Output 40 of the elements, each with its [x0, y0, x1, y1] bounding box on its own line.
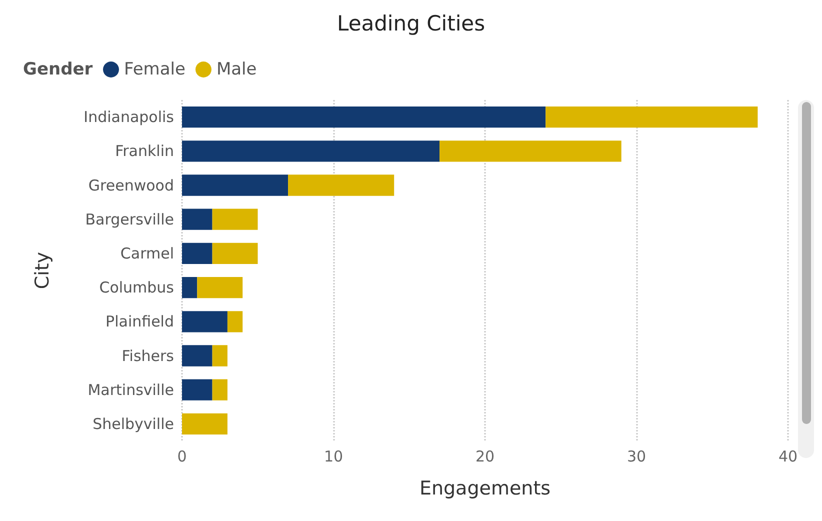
bar [440, 140, 622, 162]
bar [182, 311, 228, 332]
bar [197, 276, 243, 298]
bar [182, 413, 228, 435]
bar [182, 106, 546, 128]
x-tick-label: 20 [475, 448, 495, 466]
y-tick-label: Bargersville [85, 210, 174, 228]
x-tick-label: 30 [626, 448, 646, 466]
bar [546, 106, 758, 128]
y-tick-label: Columbus [99, 278, 174, 297]
x-tick-label: 40 [778, 448, 798, 466]
y-tick-label: Indianapolis [84, 108, 174, 126]
chart-title: Leading Cities [336, 12, 486, 36]
y-tick-label: Greenwood [88, 176, 174, 194]
y-tick-label: Carmel [120, 244, 174, 262]
x-tick-label: 0 [177, 448, 187, 466]
bar [182, 174, 288, 196]
x-tick-label: 10 [324, 448, 344, 466]
bar [182, 208, 212, 230]
bar [212, 242, 258, 264]
bar [288, 174, 394, 196]
x-axis-title: Engagements [419, 478, 551, 500]
bar [212, 345, 228, 366]
y-tick-label: Franklin [115, 142, 174, 160]
bar [227, 311, 243, 332]
y-tick-label: Shelbyville [92, 414, 174, 433]
bar [182, 242, 212, 264]
y-tick-label: Martinsville [88, 380, 174, 399]
y-tick-label: Plainfield [106, 312, 174, 331]
bar [182, 345, 212, 366]
bar [182, 379, 212, 400]
legend-label: Female [124, 60, 186, 80]
y-axis-title: City [32, 252, 54, 290]
bar [182, 276, 198, 298]
bar [212, 208, 258, 230]
legend-title: Gender [23, 60, 94, 80]
bar [212, 379, 228, 400]
legend-label: Male [216, 60, 257, 80]
y-tick-label: Fishers [122, 346, 174, 365]
bar [182, 140, 440, 162]
